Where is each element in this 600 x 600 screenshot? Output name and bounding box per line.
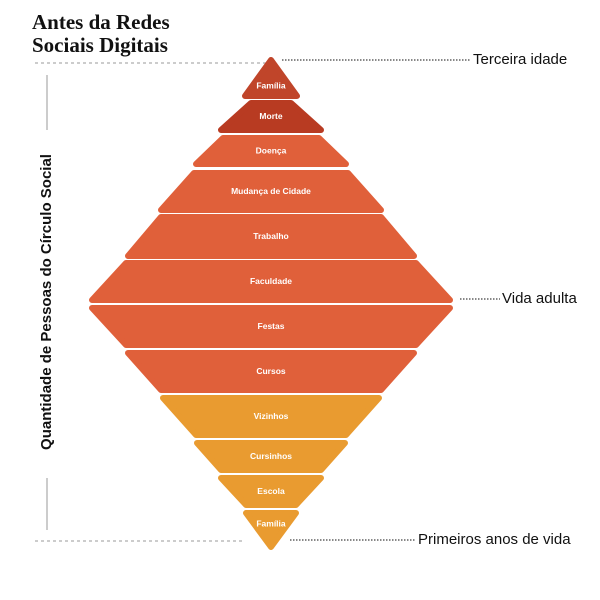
pyramid-layer: [242, 57, 300, 99]
pyramid-layer: [125, 214, 417, 259]
pyramid-layer: [194, 440, 348, 473]
layer-label: Faculdade: [250, 276, 292, 286]
title-line: Sociais Digitais: [32, 33, 168, 57]
title-line: Antes da Redes: [32, 10, 170, 34]
pyramid-layer: [218, 475, 324, 508]
layer-label: Trabalho: [253, 231, 288, 241]
stage-label: Vida adulta: [502, 290, 577, 307]
layer-label: Morte: [259, 111, 282, 121]
pyramid-layer: [89, 260, 453, 303]
layer-label: Mudança de Cidade: [231, 186, 311, 196]
layer-label: Cursinhos: [250, 451, 292, 461]
stage-label: Primeiros anos de vida: [418, 531, 571, 548]
pyramid-layer: [193, 135, 349, 167]
layer-label: Família: [256, 80, 286, 90]
axis-label: Quantidade de Pessoas do Círculo Social: [38, 154, 55, 450]
stage-label: Terceira idade: [473, 51, 567, 68]
layer-label: Escola: [257, 486, 285, 496]
layer-label: Doença: [256, 145, 287, 155]
layer-label: Festas: [258, 321, 285, 331]
layer-label: Família: [256, 518, 286, 528]
pyramid-layer: [218, 100, 324, 133]
pyramid-layer: [160, 395, 382, 438]
layer-label: Vizinhos: [254, 411, 289, 421]
pyramid-layer: [89, 305, 453, 348]
pyramid-layer: [243, 510, 299, 550]
layer-label: Cursos: [256, 366, 286, 376]
pyramid-layer: [158, 170, 384, 213]
pyramid-layer: [125, 350, 417, 393]
